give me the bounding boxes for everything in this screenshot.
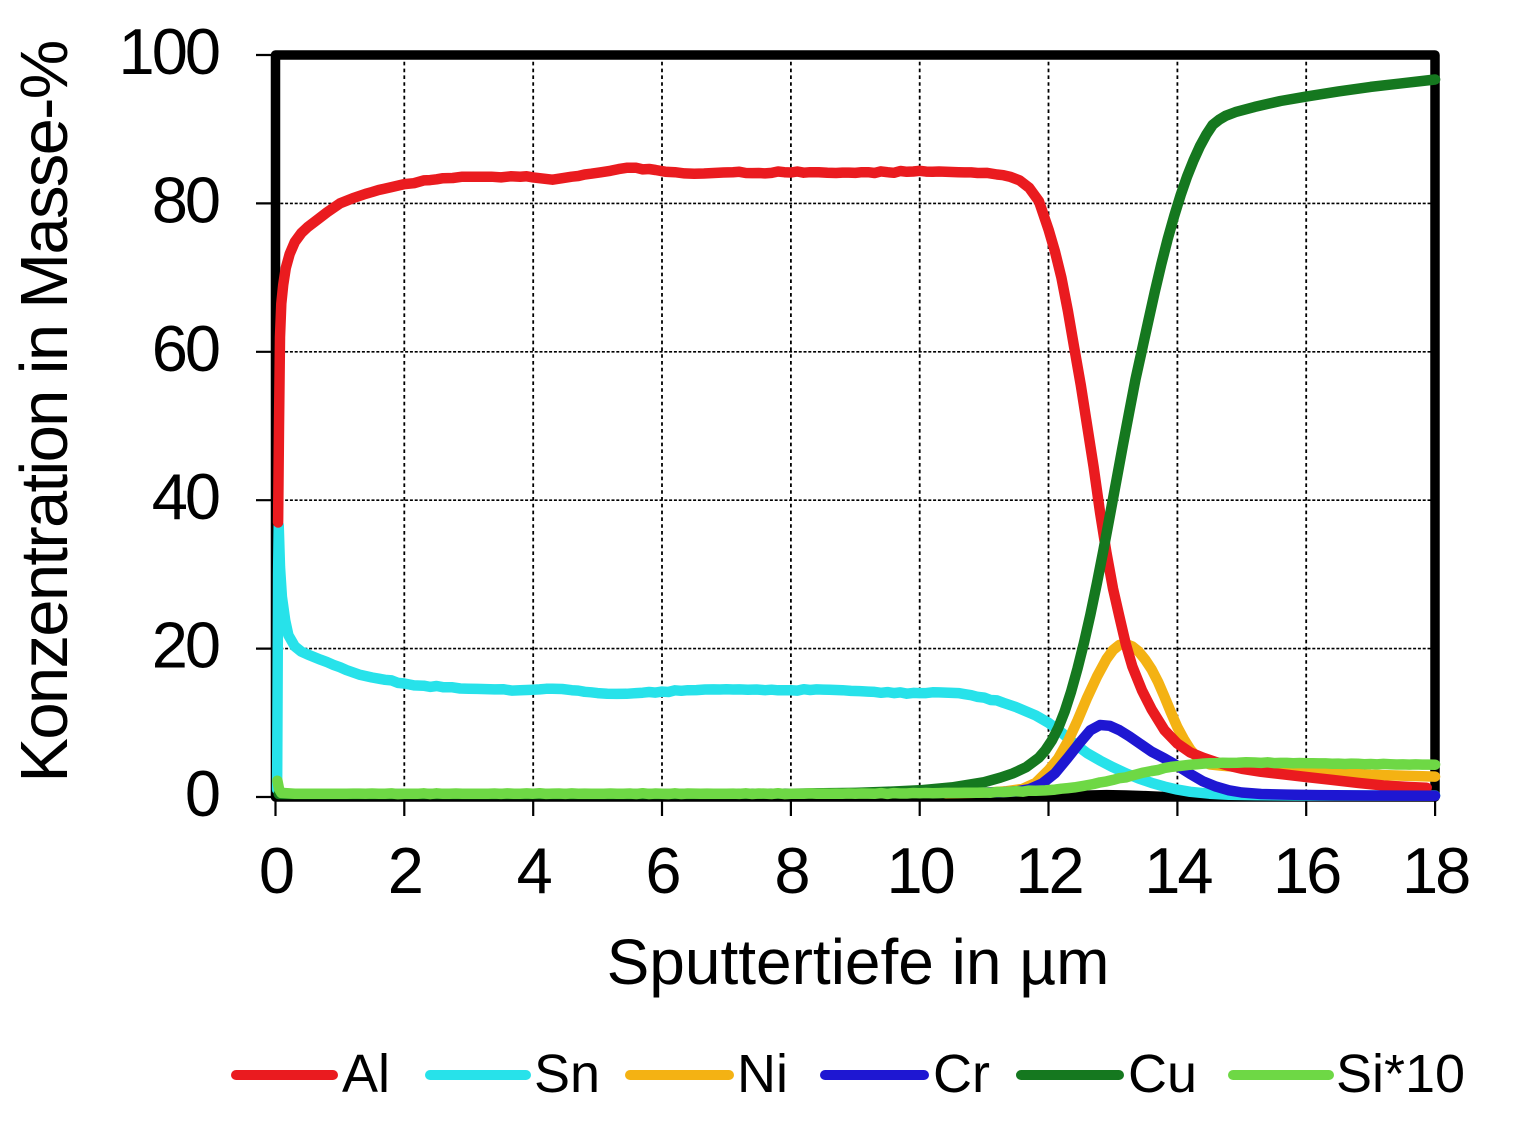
- svg-text:6: 6: [645, 834, 679, 907]
- svg-text:14: 14: [1144, 834, 1212, 907]
- svg-text:Si*10: Si*10: [1336, 1044, 1465, 1104]
- svg-text:Al: Al: [342, 1044, 390, 1104]
- svg-text:Sn: Sn: [534, 1044, 600, 1104]
- svg-text:Cr: Cr: [933, 1044, 990, 1104]
- svg-text:Sputtertiefe in µm: Sputtertiefe in µm: [607, 926, 1110, 998]
- svg-text:40: 40: [152, 460, 219, 533]
- svg-text:Konzentration in Masse-%: Konzentration in Masse-%: [7, 41, 82, 782]
- svg-text:12: 12: [1015, 834, 1081, 907]
- svg-text:4: 4: [517, 834, 552, 907]
- svg-text:0: 0: [259, 834, 293, 907]
- svg-text:20: 20: [152, 609, 219, 682]
- svg-text:0: 0: [185, 757, 219, 830]
- svg-text:Ni: Ni: [737, 1044, 788, 1104]
- svg-text:100: 100: [119, 15, 219, 88]
- svg-text:8: 8: [774, 834, 808, 907]
- svg-text:18: 18: [1402, 834, 1469, 907]
- svg-text:2: 2: [388, 834, 421, 907]
- svg-text:60: 60: [152, 312, 219, 385]
- svg-text:16: 16: [1273, 834, 1340, 907]
- svg-text:80: 80: [152, 163, 219, 236]
- svg-text:10: 10: [887, 834, 954, 907]
- svg-text:Cu: Cu: [1128, 1044, 1197, 1104]
